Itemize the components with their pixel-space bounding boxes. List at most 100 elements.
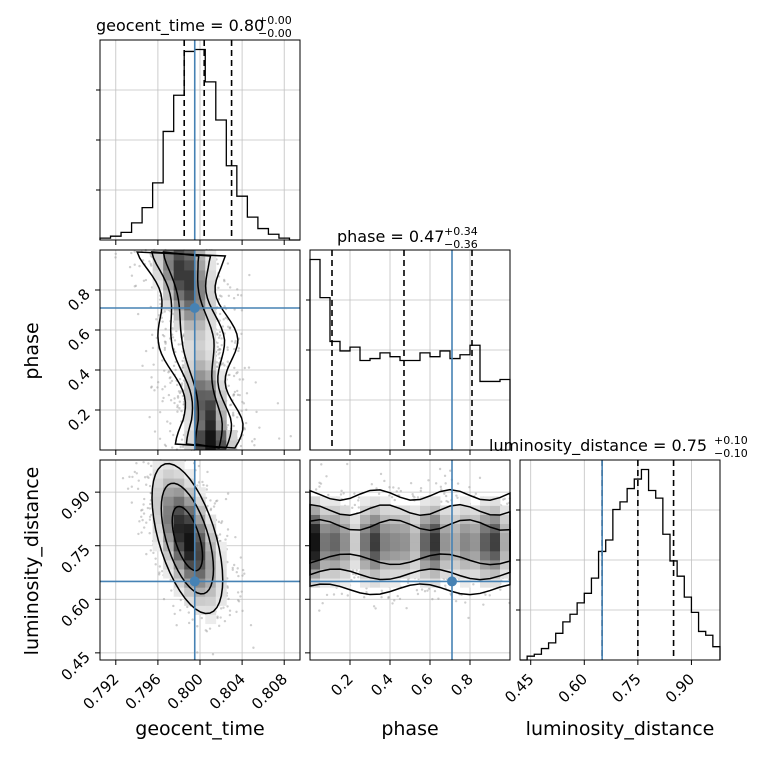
- sample-point: [374, 607, 377, 610]
- sample-point: [145, 521, 148, 524]
- density-cell: [460, 550, 471, 561]
- density-cell: [360, 514, 371, 525]
- sample-point: [226, 262, 230, 265]
- sample-point: [158, 410, 162, 414]
- sample-point: [144, 278, 148, 282]
- density-cell: [205, 578, 217, 588]
- sample-point: [277, 437, 281, 440]
- sample-point: [420, 588, 424, 591]
- density-cell: [440, 523, 451, 534]
- sample-point: [228, 286, 232, 289]
- sample-point: [180, 438, 184, 441]
- density-cell: [163, 270, 175, 281]
- sample-point: [154, 557, 157, 560]
- density-cell: [163, 560, 175, 570]
- sample-point: [226, 560, 229, 564]
- sample-point: [379, 472, 383, 476]
- sample-point: [206, 470, 209, 474]
- density-cell: [184, 370, 196, 381]
- sample-point: [236, 393, 240, 397]
- sample-point: [254, 381, 257, 384]
- sample-point: [289, 435, 292, 438]
- sample-point: [224, 316, 228, 320]
- sample-point: [168, 429, 172, 433]
- density-cell: [173, 290, 185, 301]
- sample-point: [158, 437, 162, 440]
- sample-point: [249, 623, 253, 627]
- sample-point: [393, 599, 396, 602]
- sample-point: [377, 492, 381, 496]
- sample-point: [150, 286, 154, 289]
- sample-point: [503, 497, 506, 500]
- density-cell: [390, 523, 401, 534]
- sample-point: [224, 538, 227, 541]
- density-cell: [370, 541, 381, 552]
- density-cell: [184, 280, 196, 291]
- sample-point: [141, 364, 144, 368]
- title-phase-plus: +0.34: [444, 225, 478, 238]
- panel-luminosity-distance-vs-geocent-time: 0.45 0.60 0.75 0.90 0.792 0.796 0.800 0.804 0.80…: [57, 459, 301, 713]
- sample-point: [380, 596, 383, 599]
- panel-hist-luminosity-distance: 0.45 0.60 0.75 0.90: [501, 459, 721, 706]
- density-cell: [470, 523, 481, 534]
- sample-point: [339, 493, 343, 496]
- density-cell: [380, 578, 391, 588]
- title-luminosity-distance-plus: +0.10: [714, 434, 748, 447]
- density-cell: [215, 578, 227, 588]
- density-cell: [194, 569, 206, 579]
- sample-point: [163, 340, 167, 343]
- density-cell: [152, 514, 164, 525]
- density-cell: [173, 514, 185, 525]
- sample-point: [365, 587, 368, 590]
- density-cell: [152, 505, 164, 515]
- density-cell: [470, 541, 481, 552]
- density-cell: [173, 541, 185, 552]
- sample-point: [220, 521, 223, 525]
- sample-point: [176, 405, 179, 409]
- sample-point: [150, 333, 154, 337]
- density-cell: [310, 578, 321, 588]
- sample-point: [236, 416, 239, 419]
- density-cell: [173, 587, 185, 597]
- sample-point: [169, 376, 172, 379]
- density-cell: [205, 550, 217, 561]
- density-cell: [215, 596, 227, 606]
- sample-point: [135, 462, 138, 465]
- sample-point: [160, 569, 164, 573]
- sample-point: [220, 343, 223, 347]
- density-cell: [184, 587, 196, 597]
- density-cell: [205, 400, 217, 411]
- sample-point: [156, 386, 159, 389]
- density-cell: [184, 380, 196, 391]
- sample-point: [444, 494, 448, 498]
- density-cell: [460, 541, 471, 552]
- sample-point: [456, 482, 460, 485]
- sample-point: [434, 482, 438, 485]
- sample-point: [353, 576, 356, 579]
- sample-point: [218, 334, 222, 337]
- sample-point: [138, 264, 141, 268]
- sample-point: [149, 502, 152, 506]
- density-cell: [205, 532, 217, 543]
- sample-point: [175, 329, 178, 333]
- density-cell: [360, 560, 371, 570]
- sample-point: [149, 464, 153, 468]
- density-cell: [330, 532, 341, 543]
- x-tick-label: 0.4: [367, 670, 397, 700]
- density-cell: [430, 541, 441, 552]
- sample-point: [248, 273, 251, 277]
- sample-point: [357, 575, 360, 579]
- density-cell: [310, 505, 321, 515]
- sample-point: [223, 305, 226, 308]
- density-cell: [430, 514, 441, 525]
- density-cell: [205, 260, 217, 271]
- sample-point: [147, 462, 150, 465]
- sample-point: [216, 333, 219, 336]
- sample-point: [152, 363, 155, 366]
- panel-phase-vs-geocent-time: 0.2 0.4 0.6 0.8: [64, 248, 301, 455]
- sample-point: [395, 490, 398, 493]
- x-label-geocent-time: geocent_time: [135, 718, 264, 740]
- density-cell: [460, 560, 471, 570]
- density-cell: [390, 569, 401, 579]
- density-cell: [173, 270, 185, 281]
